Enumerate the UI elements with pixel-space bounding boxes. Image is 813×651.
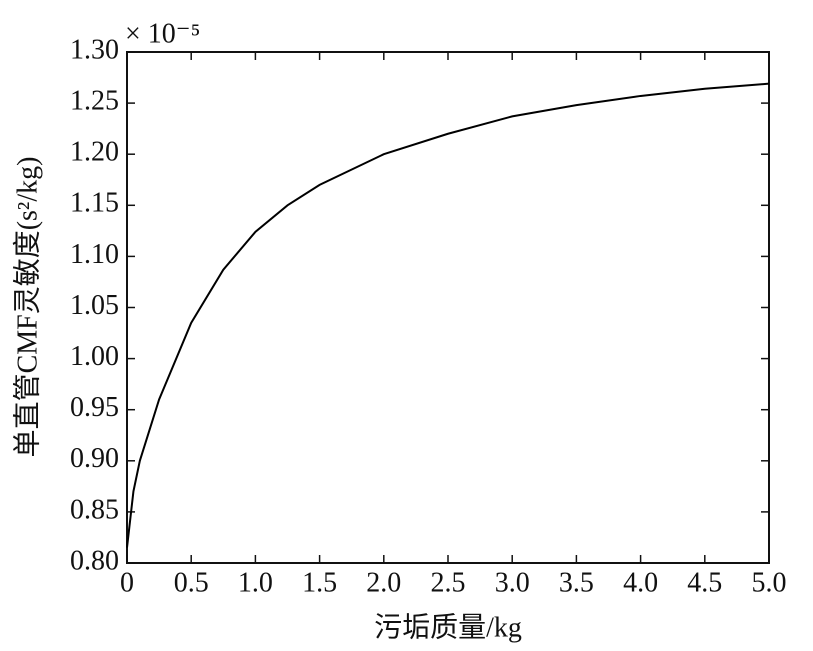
x-tick-label: 2.5 xyxy=(431,567,466,598)
x-tick-label: 1.0 xyxy=(238,567,273,598)
y-tick-label: 0.95 xyxy=(70,392,119,423)
x-tick-label: 2.0 xyxy=(366,567,401,598)
y-tick-label: 1.05 xyxy=(70,290,119,321)
y-tick-label: 1.25 xyxy=(70,86,119,117)
y-axis-label: 单直管CMF灵敏度(s²/kg) xyxy=(11,157,43,458)
y-tick-label: 0.90 xyxy=(70,443,119,474)
x-tick-label: 4.5 xyxy=(687,567,722,598)
line xyxy=(126,82,770,548)
x-tick-label: 0.5 xyxy=(174,567,209,598)
y-tick-label: 1.20 xyxy=(70,137,119,168)
x-tick-label: 4.0 xyxy=(623,567,658,598)
y-tick-label: 1.15 xyxy=(70,188,119,219)
x-tick-label: 3.0 xyxy=(495,567,530,598)
y-tick-label: 0.80 xyxy=(70,545,119,576)
x-tick-label: 5.0 xyxy=(752,567,787,598)
plot-frame xyxy=(126,51,770,564)
x-tick-label: 0 xyxy=(120,567,134,598)
y-multiplier: × 10⁻⁵ xyxy=(125,18,200,49)
y-tick-label: 1.30 xyxy=(70,34,119,65)
y-tick-label: 0.85 xyxy=(70,494,119,525)
y-tick-label: 1.00 xyxy=(70,341,119,372)
x-tick-label: 3.5 xyxy=(559,567,594,598)
x-axis-label: 污垢质量/kg xyxy=(374,611,522,643)
y-tick-label: 1.10 xyxy=(70,239,119,270)
x-tick-label: 1.5 xyxy=(302,567,337,598)
